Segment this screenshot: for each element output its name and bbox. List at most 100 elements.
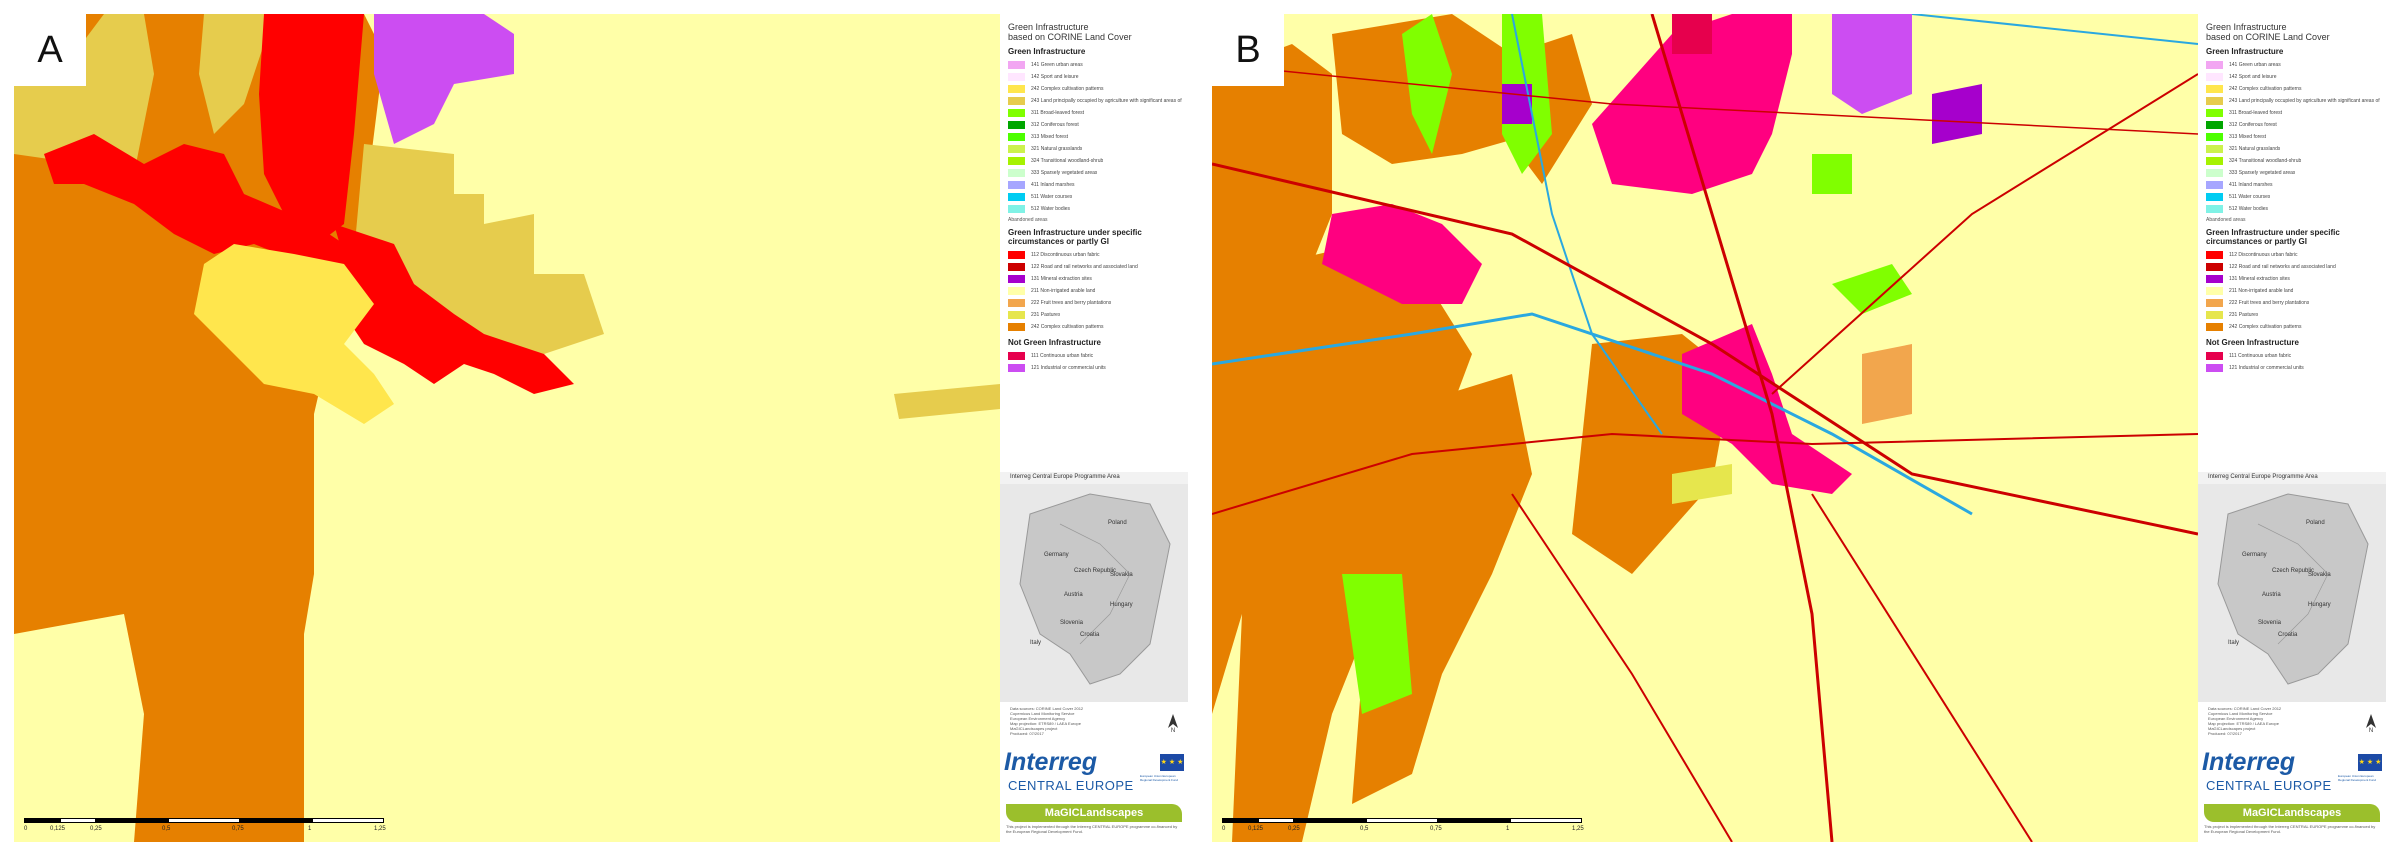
land-cover-map-a — [14, 14, 1000, 842]
inset-title: Interreg Central Europe Programme Area — [1010, 474, 1120, 480]
road — [1650, 14, 1834, 842]
legend-heading-gi: Green Infrastructure — [2206, 47, 2284, 56]
legend-item: 131 Mineral extraction sites — [2206, 273, 2380, 285]
legend-swatch — [1008, 61, 1025, 69]
interreg-wordmark: Interreg — [2202, 748, 2296, 776]
legend-label: 311 Broad-leaved forest — [1031, 110, 1084, 116]
urban-fabric-area — [259, 14, 364, 254]
legend-label: 243 Land principally occupied by agricul… — [1031, 98, 1182, 104]
commercial-units-area — [374, 14, 514, 144]
legend-swatch — [1008, 121, 1025, 129]
credit-line: MaGICLandscapes project — [2208, 726, 2256, 731]
legend-label: 313 Mixed forest — [2229, 134, 2266, 140]
north-label: N — [2368, 728, 2374, 734]
inset-place: Poland — [2306, 520, 2325, 526]
inset-place: Slovenia — [1060, 620, 1084, 626]
arable-land-area — [14, 614, 144, 842]
legend-title: Green Infrastructure based on CORINE Lan… — [2206, 22, 2330, 42]
map-view[interactable]: B 0 0,125 0,25 0,5 0,75 1 1,25 — [1212, 14, 2198, 842]
legend-label: 141 Green urban areas — [2229, 62, 2281, 68]
map-panel-b: B 0 0,125 0,25 0,5 0,75 1 1,25 Green Inf… — [1212, 14, 2386, 842]
legend-swatch — [1008, 85, 1025, 93]
legend-label: 131 Mineral extraction sites — [2229, 276, 2290, 282]
land-cover-map-b — [1212, 14, 2198, 842]
road — [1212, 162, 2198, 536]
road — [1771, 73, 2198, 395]
legend-label: 142 Sport and leisure — [1031, 74, 1079, 80]
legend-item: 411 Inland marshes — [1008, 179, 1182, 191]
legend-heading-specific: Green Infrastructure under specific circ… — [2206, 228, 2340, 246]
inset-place: Croatia — [1080, 632, 1100, 638]
legend-swatch — [2206, 109, 2223, 117]
legend-label: 141 Green urban areas — [1031, 62, 1083, 68]
road — [1212, 432, 2198, 515]
credit-line: European Environment Agency — [2208, 716, 2264, 721]
credit-line: Produced: 07/2017 — [2208, 731, 2242, 736]
inset-place: Czech Republic — [2272, 568, 2314, 574]
legend-label: 512 Water bodies — [2229, 206, 2269, 212]
village-east — [1682, 324, 1852, 494]
legend-item: 242 Complex cultivation patterns — [2206, 321, 2380, 333]
legend-label: 222 Fruit trees and berry plantations — [2229, 300, 2310, 306]
legend-item: 231 Pastures — [2206, 309, 2380, 321]
legend-label: 121 Industrial or commercial units — [1031, 365, 1106, 371]
interreg-logo: Interreg CENTRAL EUROPE ★ ★ ★ European U… — [2198, 748, 2386, 804]
inset-place: Austria — [1064, 592, 1083, 598]
legend-item: 312 Coniferous forest — [1008, 119, 1182, 131]
central-europe-wordmark: CENTRAL EUROPE — [1008, 778, 1134, 793]
legend-swatch — [2206, 364, 2223, 372]
legend-swatch — [2206, 263, 2223, 271]
project-badge: MaGICLandscapes — [1006, 804, 1182, 822]
inset-place: Austria — [2262, 592, 2281, 598]
credit-line: European Environment Agency — [1010, 716, 1066, 721]
scale-label: 0 — [1222, 826, 1226, 832]
scale-label: 0,125 — [50, 826, 66, 832]
legend-swatch — [2206, 193, 2223, 201]
panel-label: A — [14, 14, 86, 86]
scale-label: 0 — [24, 826, 28, 832]
legend-swatch — [1008, 169, 1025, 177]
legend-label: 243 Land principally occupied by agricul… — [2229, 98, 2380, 104]
credit-line: MaGICLandscapes project — [1010, 726, 1058, 731]
legend-item: 313 Mixed forest — [1008, 131, 1182, 143]
agriculture-natural-vegetation-area — [14, 14, 154, 174]
credit-line: Copernicus Land Monitoring Service — [1010, 711, 1075, 716]
complex-cultivation-area — [1232, 244, 1472, 842]
legend-swatch — [2206, 311, 2223, 319]
legend-label: 311 Broad-leaved forest — [2229, 110, 2282, 116]
map-view[interactable]: A 0 0,125 0,25 0,5 0,75 1 1,25 — [14, 14, 1000, 842]
legend-item: 324 Transitional woodland-shrub — [2206, 155, 2380, 167]
legend-label: 511 Water courses — [1031, 194, 1073, 200]
credit-line: Copernicus Land Monitoring Service — [2208, 711, 2273, 716]
legend-label: 411 Inland marshes — [2229, 182, 2273, 188]
legend-item: 411 Inland marshes — [2206, 179, 2380, 191]
river — [1911, 14, 2198, 45]
legend-item: 311 Broad-leaved forest — [1008, 107, 1182, 119]
legend-label: 512 Water bodies — [1031, 206, 1071, 212]
legend-item: 511 Water courses — [2206, 191, 2380, 203]
legend-swatch — [1008, 181, 1025, 189]
inset-place: Italy — [2228, 640, 2239, 646]
scale-label: 1 — [1506, 826, 1510, 832]
legend-swatch — [2206, 323, 2223, 331]
legend-item: 141 Green urban areas — [2206, 59, 2380, 71]
north-arrow-icon: N — [1166, 714, 1180, 738]
legend-item: 122 Road and rail networks and associate… — [1008, 261, 1182, 273]
agriculture-natural-vegetation-area — [199, 14, 274, 134]
north-label: N — [1170, 728, 1176, 734]
legend-swatch — [1008, 251, 1025, 259]
legend-item: 242 Complex cultivation patterns — [1008, 83, 1182, 95]
legend-label: 231 Pastures — [2229, 312, 2259, 318]
legend-label: 511 Water courses — [2229, 194, 2271, 200]
inset-title: Interreg Central Europe Programme Area — [2208, 474, 2318, 480]
legend-swatch — [1008, 275, 1025, 283]
inset-place: Slovakia — [2308, 572, 2331, 578]
road — [1811, 493, 2033, 842]
legend-swatch — [2206, 181, 2223, 189]
forest-patch — [1342, 574, 1412, 714]
overview-map: Poland Germany Czech Republic Slovakia A… — [2198, 484, 2386, 702]
legend-item: 122 Road and rail networks and associate… — [2206, 261, 2380, 273]
legend-note: Abandoned areas — [1008, 217, 1048, 223]
legend-item: 211 Non-irrigated arable land — [1008, 285, 1182, 297]
legend-item: 141 Green urban areas — [1008, 59, 1182, 71]
